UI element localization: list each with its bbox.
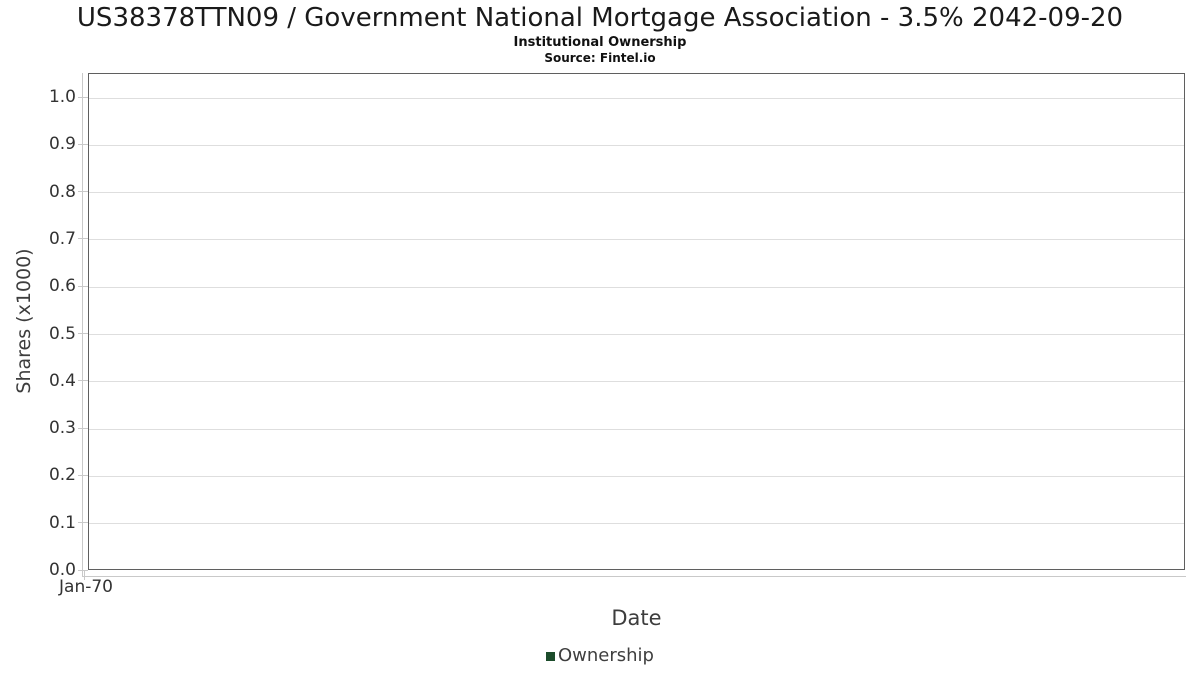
legend-label: Ownership: [558, 645, 654, 666]
y-gridline: [89, 428, 1184, 430]
y-tick-label: 0.3: [48, 418, 76, 439]
y-gridline: [89, 239, 1184, 241]
y-axis-tick: [78, 191, 88, 193]
y-gridline: [89, 475, 1184, 477]
chart-title: US38378TTN09 / Government National Mortg…: [76, 3, 1124, 33]
y-axis-line: [82, 73, 83, 576]
y-tick-label: 1.0: [48, 87, 76, 107]
y-tick-label: 0.9: [48, 134, 76, 155]
y-axis-tick: [78, 333, 88, 334]
y-axis-tick: [78, 96, 88, 98]
legend-swatch-icon: [546, 651, 555, 661]
y-tick-label: 0.2: [48, 465, 76, 486]
y-gridline: [89, 192, 1184, 194]
chart-source-text: Source: Fintel.io: [544, 51, 656, 65]
y-tick-label: 0.4: [48, 370, 76, 391]
x-axis-line: [82, 576, 1186, 577]
y-tick-label: 0.7: [48, 228, 76, 249]
y-axis-tick: [78, 427, 88, 429]
x-tick-label: Jan-70: [59, 577, 113, 597]
y-gridline: [89, 523, 1184, 525]
plot-area: [88, 73, 1185, 570]
chart-subtitle: Institutional Ownership: [513, 35, 687, 50]
y-gridline: [89, 334, 1184, 335]
y-axis-tick: [78, 474, 88, 476]
y-axis-tick: [78, 522, 88, 524]
y-tick-label: 0.0: [48, 560, 76, 580]
x-axis-title: Date: [611, 606, 662, 630]
legend-item-ownership[interactable]: Ownership: [546, 645, 654, 667]
y-tick-label: 0.5: [48, 323, 76, 344]
y-axis-tick: [78, 569, 88, 571]
y-gridline: [89, 286, 1184, 288]
x-axis-tick-jan-70: [84, 571, 85, 580]
y-gridline: [89, 381, 1184, 383]
y-axis-tick: [78, 143, 88, 145]
y-axis-tick: [78, 238, 88, 240]
y-tick-label: 0.8: [48, 181, 76, 202]
y-gridline: [89, 144, 1184, 146]
chart-legend: Ownership: [0, 645, 1200, 667]
y-gridline: [89, 97, 1184, 99]
y-axis-tick: [78, 380, 88, 382]
y-tick-label: 0.6: [48, 276, 76, 297]
y-axis-tick: [78, 285, 88, 287]
y-tick-label: 0.1: [48, 512, 76, 533]
